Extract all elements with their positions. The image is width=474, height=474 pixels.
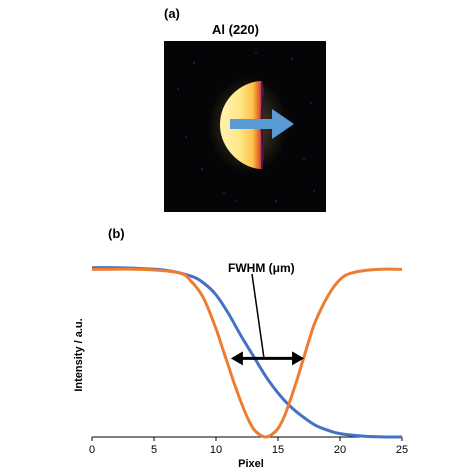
fwhm-arrow-left-head [230,351,243,366]
panel-a-label: (a) [164,6,180,21]
chart-labels: Pixel Intensity / a.u. [73,318,264,470]
chart-series [91,266,403,439]
series-line-2 [91,267,403,439]
x-axis-label: Pixel [238,458,264,470]
chart-annotation: FWHM (μm) [228,261,305,366]
diffraction-image [164,41,326,212]
x-tick-label: 25 [396,444,408,456]
x-tick-label: 20 [334,444,346,456]
panel-b-label: (b) [108,226,125,241]
x-tick-label: 15 [272,444,284,456]
chart-axes: 0 5 10 15 20 25 [89,436,408,456]
y-axis-label: Intensity / a.u. [73,318,85,391]
image-title: Al (220) [212,22,259,37]
fwhm-pointer-line [251,273,265,359]
x-tick-label: 5 [151,444,157,456]
fwhm-label: FWHM (μm) [228,261,295,275]
x-tick-label: 0 [89,444,95,456]
noise-dots [177,52,315,202]
series-line-1 [91,266,403,439]
fwhm-arrow-right-head [292,351,305,366]
x-tick-label: 10 [210,444,222,456]
direction-arrow [230,109,294,139]
